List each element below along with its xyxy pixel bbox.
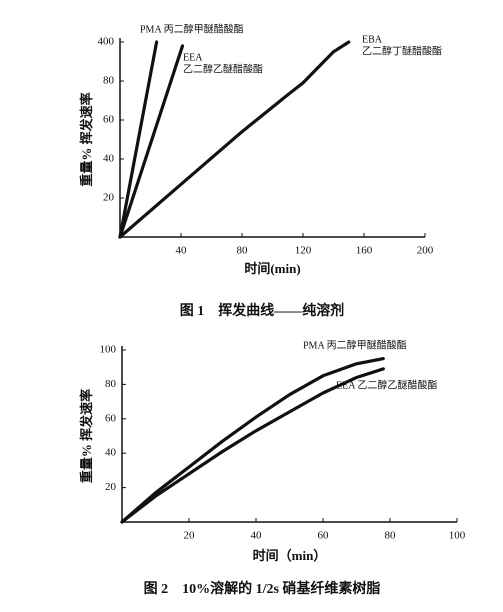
annotation: PMA 丙二醇甲醚醋酸酯 (140, 22, 244, 35)
x-tick-label: 120 (295, 245, 312, 257)
x-tick-label: 80 (385, 530, 397, 542)
line-series (120, 357, 385, 524)
x-tick-label: 20 (184, 530, 196, 542)
x-axis-label: 时间(min) (244, 261, 300, 276)
line-series (118, 44, 185, 239)
line-series (118, 40, 159, 239)
y-tick-label: 60 (103, 114, 115, 126)
y-tick-label: 40 (103, 153, 115, 165)
y-tick-label: 80 (105, 378, 117, 390)
y-axis-label: 重量% 挥发速率 (79, 389, 94, 483)
x-tick-label: 100 (449, 530, 466, 542)
y-axis-label: 重量% 挥发速率 (79, 92, 94, 186)
y-tick-label: 100 (100, 344, 117, 356)
annotation: EBA (362, 34, 383, 45)
y-tick-label: 60 (105, 412, 117, 424)
x-tick-label: 200 (417, 245, 434, 257)
y-tick-label: 20 (103, 192, 115, 204)
line-series (120, 367, 385, 524)
annotation: EEA (183, 52, 203, 63)
x-tick-label: 40 (176, 245, 188, 257)
y-tick-label: 400 (98, 36, 115, 48)
x-tick-label: 60 (318, 530, 330, 542)
annotation: EEA 乙二醇乙醚醋酸酯 (336, 378, 437, 391)
x-axis-label: 时间（min） (253, 548, 327, 563)
x-tick-label: 40 (251, 530, 263, 542)
y-tick-label: 80 (103, 75, 115, 87)
annotation: 乙二醇丁醚醋酸酯 (362, 44, 442, 57)
annotation: 乙二醇乙醚醋酸酯 (183, 62, 263, 75)
caption: 图 1 挥发曲线——纯溶剂 (180, 302, 345, 319)
line-series (118, 40, 351, 239)
annotation: PMA 丙二醇甲醚醋酸酯 (303, 338, 407, 351)
y-tick-label: 20 (105, 481, 117, 493)
y-tick-label: 40 (105, 447, 117, 459)
caption: 图 2 10%溶解的 1/2s 硝基纤维素树脂 (144, 580, 381, 597)
x-tick-label: 160 (356, 245, 373, 257)
x-tick-label: 80 (237, 245, 249, 257)
